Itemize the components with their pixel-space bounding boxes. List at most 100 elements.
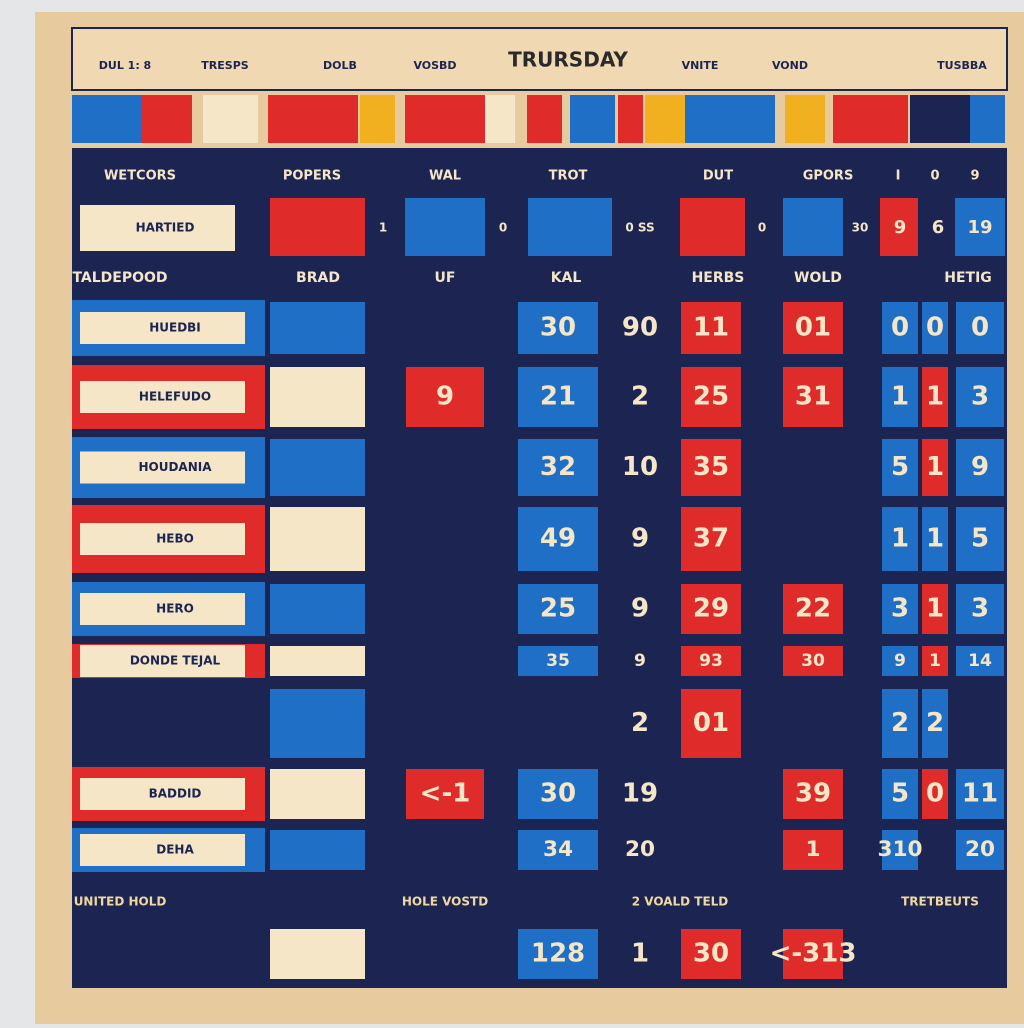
score: 39 bbox=[795, 779, 831, 809]
name-label bbox=[80, 451, 245, 484]
cell bbox=[956, 769, 1004, 819]
team-name: HEBO bbox=[156, 532, 194, 546]
score: 93 bbox=[699, 651, 723, 671]
header-item: TUSBBA bbox=[937, 59, 987, 72]
flag bbox=[270, 689, 365, 758]
flag bbox=[203, 95, 258, 143]
cell bbox=[882, 302, 918, 354]
cell bbox=[882, 367, 918, 427]
cell bbox=[681, 646, 741, 676]
score: 9 bbox=[894, 651, 906, 671]
header-title: TRURSDAY bbox=[508, 48, 628, 72]
flag bbox=[270, 769, 365, 819]
score: 25 bbox=[540, 594, 576, 624]
team-name: HARTIED bbox=[136, 221, 195, 235]
flag bbox=[970, 95, 1005, 143]
name-label bbox=[80, 834, 245, 866]
score: 3 bbox=[971, 382, 989, 412]
score: 29 bbox=[693, 594, 729, 624]
cell bbox=[518, 439, 598, 496]
score: 1 bbox=[926, 594, 944, 624]
flag bbox=[528, 198, 612, 256]
score: 128 bbox=[531, 939, 585, 969]
score: 0 bbox=[926, 779, 944, 809]
flag bbox=[785, 95, 825, 143]
flag bbox=[72, 95, 142, 143]
score: 30 bbox=[693, 939, 729, 969]
score: 21 bbox=[540, 382, 576, 412]
score: 11 bbox=[962, 779, 998, 809]
score: 25 bbox=[693, 382, 729, 412]
column-header: 0 bbox=[930, 169, 939, 184]
score: 1 bbox=[805, 837, 820, 862]
score: 2 bbox=[891, 708, 909, 738]
cell bbox=[956, 584, 1004, 634]
cell bbox=[681, 929, 741, 979]
score: 1 bbox=[631, 939, 649, 969]
name-label bbox=[80, 593, 245, 625]
cell bbox=[882, 830, 918, 870]
cell bbox=[406, 769, 484, 819]
cell bbox=[922, 507, 948, 571]
score: 1 bbox=[926, 382, 944, 412]
score: 1 bbox=[926, 452, 944, 482]
flag bbox=[270, 507, 365, 571]
score: 9 bbox=[436, 382, 454, 412]
cell bbox=[783, 302, 843, 354]
score: 9 bbox=[631, 594, 649, 624]
column-header: I bbox=[896, 169, 901, 184]
cell bbox=[681, 367, 741, 427]
score: 10 bbox=[622, 452, 658, 482]
cell bbox=[518, 507, 598, 571]
cell bbox=[681, 507, 741, 571]
flag bbox=[645, 95, 685, 143]
score: 14 bbox=[968, 651, 992, 671]
score: 5 bbox=[891, 779, 909, 809]
score: 0 bbox=[891, 313, 909, 343]
cell bbox=[922, 439, 948, 496]
score: 6 bbox=[932, 217, 945, 238]
cell bbox=[880, 198, 918, 256]
score: 0 bbox=[926, 313, 944, 343]
cell bbox=[783, 769, 843, 819]
cell bbox=[882, 769, 918, 819]
flag bbox=[570, 95, 615, 143]
score: 11 bbox=[693, 313, 729, 343]
header-item: DUL 1: 8 bbox=[99, 59, 151, 72]
column-header: KAL bbox=[551, 270, 582, 286]
cell bbox=[518, 584, 598, 634]
flag bbox=[270, 439, 365, 496]
cell bbox=[783, 830, 843, 870]
score: 0 bbox=[758, 221, 766, 235]
score: 30 bbox=[852, 221, 869, 235]
score: 0 SS bbox=[625, 221, 654, 235]
team-name: HELEFUDO bbox=[139, 390, 211, 404]
footer-label: HOLE VOSTD bbox=[402, 895, 488, 909]
cell bbox=[783, 929, 843, 979]
team-name: DEHA bbox=[156, 843, 194, 857]
cell bbox=[518, 302, 598, 354]
score: 1 bbox=[891, 524, 909, 554]
cell bbox=[956, 646, 1004, 676]
team-name: HERO bbox=[156, 602, 194, 616]
footer-label: TRETBEUTS bbox=[901, 895, 979, 909]
flag bbox=[268, 95, 358, 143]
score: 01 bbox=[693, 708, 729, 738]
column-header: DUT bbox=[703, 169, 733, 184]
flag bbox=[685, 95, 775, 143]
header-item: VOND bbox=[772, 59, 808, 72]
flag bbox=[405, 198, 485, 256]
score: 30 bbox=[540, 779, 576, 809]
column-header: UF bbox=[435, 270, 456, 286]
name-label bbox=[80, 523, 245, 555]
cell bbox=[882, 439, 918, 496]
cell bbox=[518, 830, 598, 870]
score: 31 bbox=[795, 382, 831, 412]
cell bbox=[406, 367, 484, 427]
score: 1 bbox=[891, 382, 909, 412]
footer-label: UNITED HOLD bbox=[74, 895, 167, 909]
name-label bbox=[80, 205, 235, 251]
flag bbox=[910, 95, 970, 143]
footer-label: 2 VOALD TELD bbox=[632, 895, 729, 909]
cell bbox=[783, 367, 843, 427]
